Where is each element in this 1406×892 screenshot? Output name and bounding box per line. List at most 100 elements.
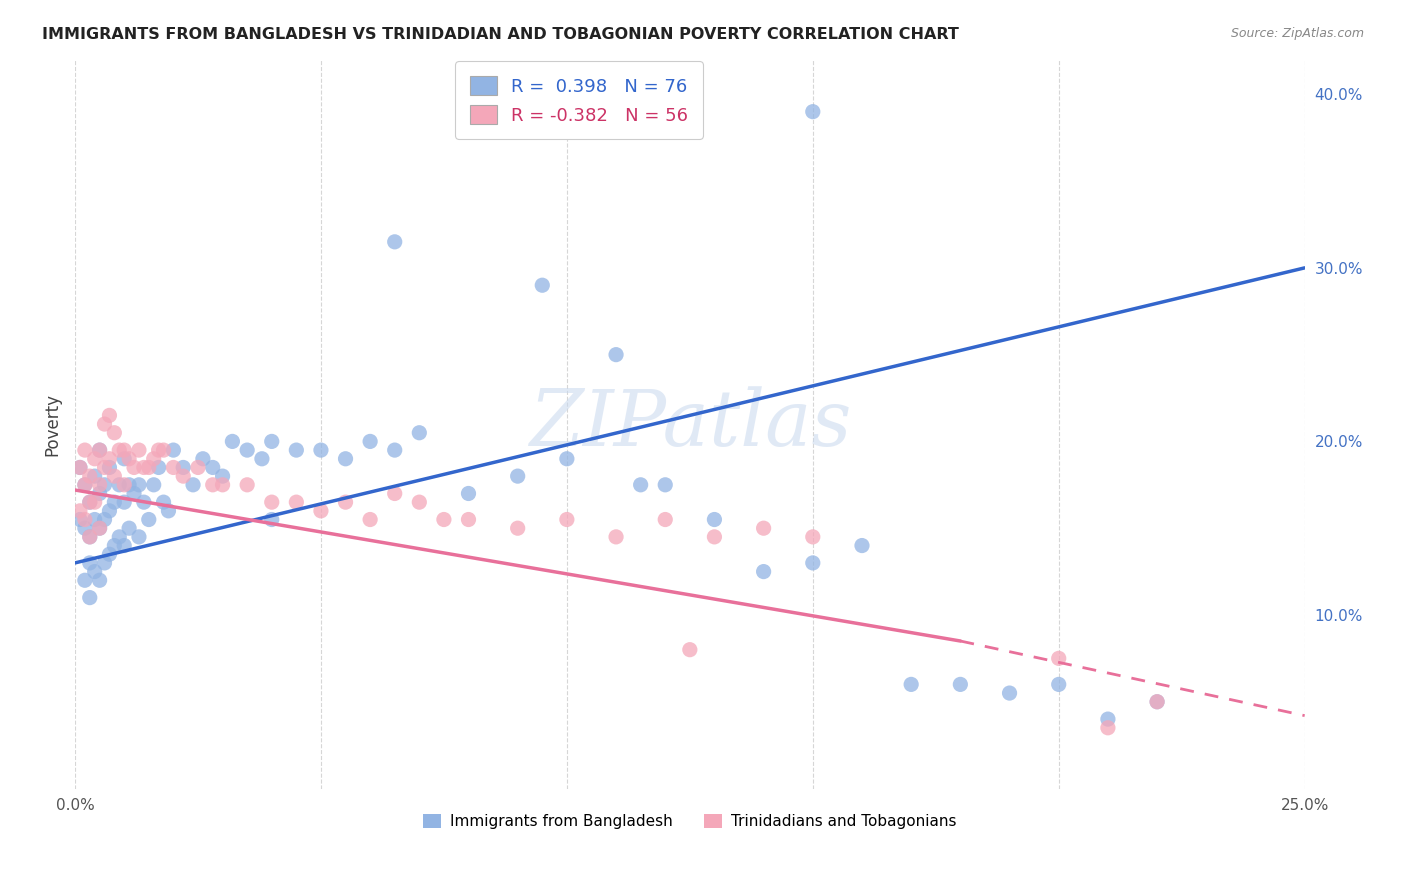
Point: [98, 460, 121, 475]
Point: [118, 451, 141, 466]
Point: [112, 495, 135, 509]
Point: [138, 460, 160, 475]
Point: [132, 495, 155, 509]
Point: [457, 486, 479, 500]
Point: [148, 443, 170, 458]
Point: [1146, 695, 1168, 709]
Point: [93, 556, 115, 570]
Point: [73, 512, 96, 526]
Point: [118, 521, 141, 535]
Point: [128, 530, 150, 544]
Point: [181, 478, 204, 492]
Point: [93, 460, 115, 475]
Point: [752, 565, 775, 579]
Point: [122, 460, 145, 475]
Point: [93, 417, 115, 431]
Point: [112, 443, 135, 458]
Point: [112, 451, 135, 466]
Point: [630, 478, 652, 492]
Point: [260, 434, 283, 449]
Point: [132, 460, 155, 475]
Point: [162, 460, 184, 475]
Point: [89, 574, 111, 588]
Point: [851, 539, 873, 553]
Text: IMMIGRANTS FROM BANGLADESH VS TRINIDADIAN AND TOBAGONIAN POVERTY CORRELATION CHA: IMMIGRANTS FROM BANGLADESH VS TRINIDADIA…: [42, 27, 959, 42]
Point: [752, 521, 775, 535]
Point: [89, 443, 111, 458]
Point: [89, 486, 111, 500]
Point: [384, 443, 406, 458]
Point: [83, 495, 105, 509]
Point: [703, 512, 725, 526]
Point: [83, 565, 105, 579]
Point: [93, 512, 115, 526]
Point: [103, 539, 125, 553]
Text: Source: ZipAtlas.com: Source: ZipAtlas.com: [1230, 27, 1364, 40]
Point: [108, 530, 131, 544]
Point: [79, 495, 101, 509]
Point: [900, 677, 922, 691]
Point: [384, 486, 406, 500]
Point: [309, 443, 332, 458]
Point: [1097, 712, 1119, 726]
Point: [201, 478, 224, 492]
Point: [122, 486, 145, 500]
Point: [69, 504, 91, 518]
Point: [1047, 677, 1070, 691]
Point: [103, 495, 125, 509]
Point: [98, 409, 121, 423]
Text: ZIPatlas: ZIPatlas: [529, 386, 851, 462]
Point: [236, 478, 259, 492]
Y-axis label: Poverty: Poverty: [44, 392, 60, 456]
Point: [1146, 695, 1168, 709]
Point: [83, 512, 105, 526]
Point: [605, 348, 627, 362]
Point: [112, 539, 135, 553]
Point: [703, 530, 725, 544]
Point: [73, 574, 96, 588]
Point: [89, 443, 111, 458]
Point: [359, 434, 381, 449]
Point: [260, 495, 283, 509]
Point: [93, 478, 115, 492]
Point: [335, 495, 357, 509]
Point: [250, 451, 273, 466]
Point: [83, 469, 105, 483]
Point: [118, 478, 141, 492]
Point: [98, 451, 121, 466]
Point: [998, 686, 1021, 700]
Point: [187, 460, 209, 475]
Point: [157, 504, 180, 518]
Point: [79, 469, 101, 483]
Point: [148, 460, 170, 475]
Point: [73, 521, 96, 535]
Point: [679, 642, 702, 657]
Point: [89, 521, 111, 535]
Point: [801, 530, 824, 544]
Point: [152, 495, 174, 509]
Point: [236, 443, 259, 458]
Point: [172, 460, 194, 475]
Point: [89, 521, 111, 535]
Point: [201, 460, 224, 475]
Point: [152, 443, 174, 458]
Point: [221, 434, 243, 449]
Point: [285, 495, 308, 509]
Point: [605, 530, 627, 544]
Point: [98, 547, 121, 561]
Point: [73, 478, 96, 492]
Point: [128, 478, 150, 492]
Point: [89, 478, 111, 492]
Point: [1047, 651, 1070, 665]
Point: [211, 469, 233, 483]
Point: [211, 478, 233, 492]
Point: [73, 443, 96, 458]
Point: [506, 521, 529, 535]
Point: [335, 451, 357, 466]
Point: [172, 469, 194, 483]
Point: [285, 443, 308, 458]
Point: [801, 556, 824, 570]
Point: [108, 478, 131, 492]
Point: [108, 443, 131, 458]
Point: [79, 530, 101, 544]
